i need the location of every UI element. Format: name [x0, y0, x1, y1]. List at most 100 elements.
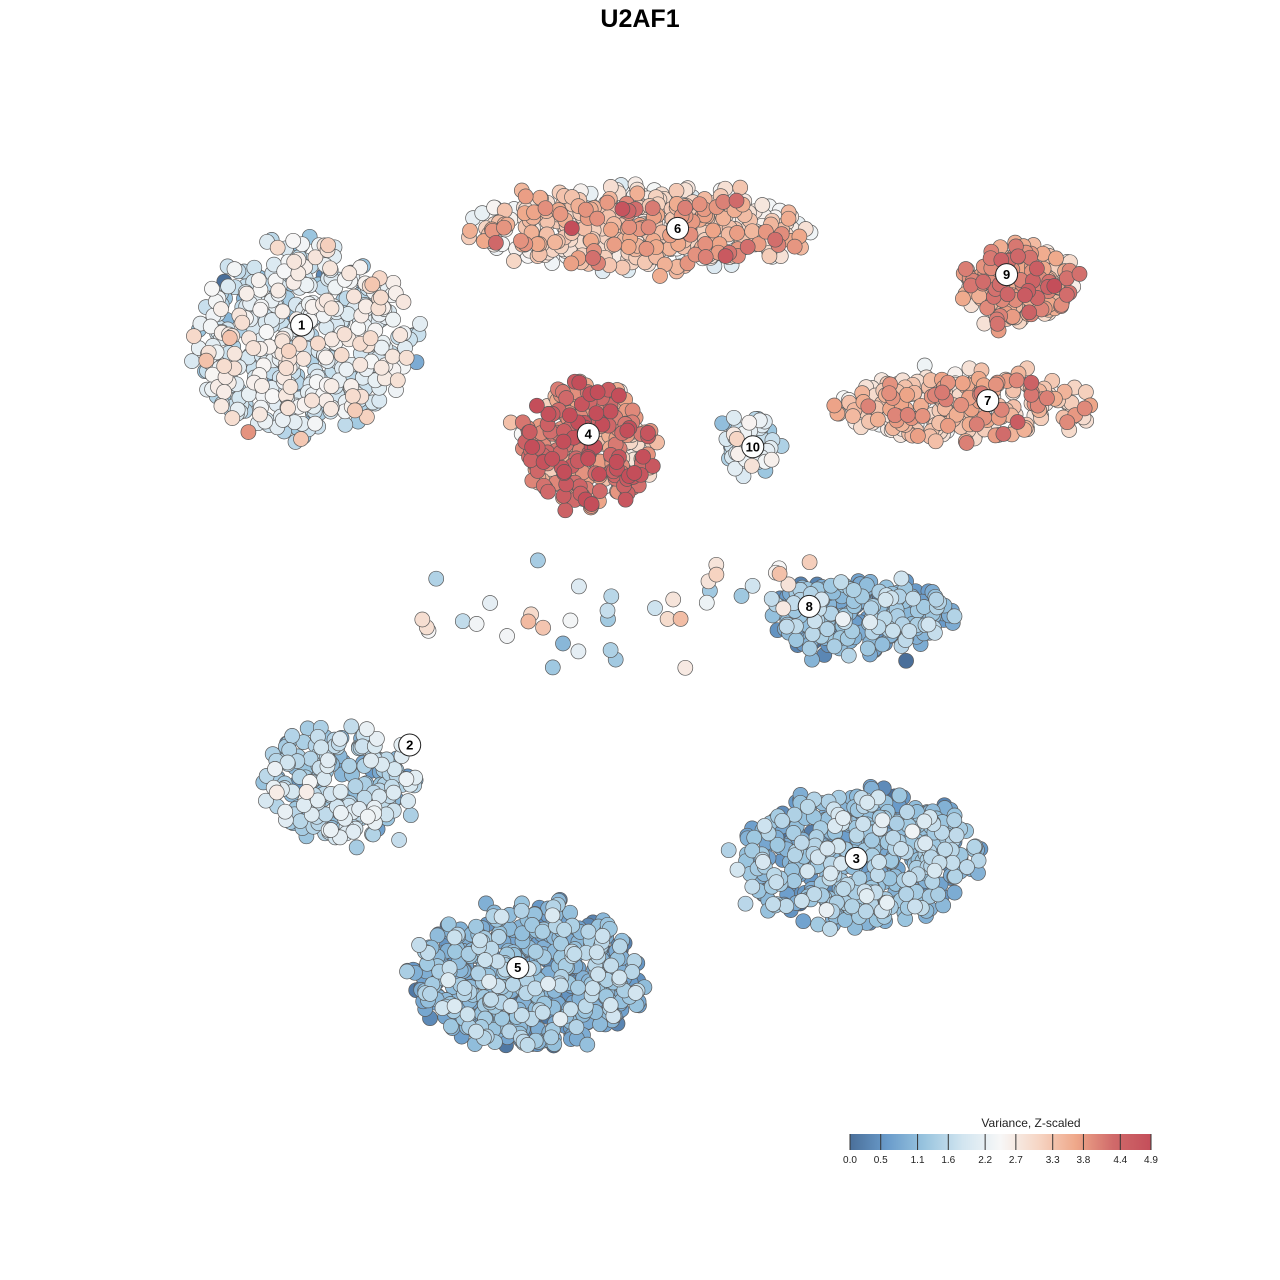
color-legend: Variance, Z-scaled 0.0 0.5 1.1 1.6 2.2 2.7 3.3… [843, 1116, 1158, 1166]
data-point [592, 483, 608, 499]
data-point [620, 239, 637, 255]
data-point [250, 272, 267, 289]
data-point [198, 352, 215, 369]
data-point [647, 600, 663, 616]
data-point [893, 570, 910, 587]
data-point [519, 1037, 536, 1053]
data-point [399, 963, 415, 980]
data-point [352, 356, 369, 373]
data-point [708, 566, 725, 583]
data-point [440, 972, 457, 989]
data-point [907, 898, 923, 915]
data-point [280, 343, 297, 359]
data-point [280, 400, 296, 416]
data-point [874, 636, 891, 653]
data-point [822, 921, 838, 937]
data-point [395, 294, 412, 310]
data-point [619, 422, 636, 439]
data-point [224, 410, 241, 426]
data-point [344, 388, 361, 404]
data-point [899, 386, 915, 403]
data-point [881, 385, 898, 402]
data-point [268, 784, 285, 801]
cluster-label-text: 6 [674, 221, 681, 236]
legend-colorbar [850, 1134, 1151, 1150]
data-point [744, 842, 761, 859]
data-point [1017, 287, 1033, 304]
data-point [556, 464, 573, 480]
data-point [226, 261, 243, 277]
data-point [307, 415, 323, 432]
data-point [698, 594, 715, 611]
data-point [402, 807, 419, 824]
data-point [373, 359, 390, 376]
data-point [870, 411, 886, 428]
cluster-label-9: 9 [995, 263, 1019, 287]
data-point [347, 778, 364, 795]
data-point [563, 220, 580, 237]
data-point [898, 886, 915, 903]
data-point [1010, 248, 1026, 265]
data-point [1048, 250, 1064, 267]
data-point [332, 783, 349, 800]
data-point [447, 943, 463, 960]
data-point [989, 315, 1006, 332]
data-point [1008, 372, 1025, 389]
data-point [617, 491, 634, 508]
data-point [590, 966, 606, 983]
data-point [481, 973, 498, 990]
data-point [470, 965, 487, 982]
legend-tick-label: 2.2 [978, 1155, 992, 1166]
data-point [534, 1004, 551, 1021]
legend-tick-label: 3.8 [1076, 1155, 1090, 1166]
data-point [529, 397, 545, 414]
data-point [568, 1019, 585, 1035]
cell-points [184, 176, 1099, 1054]
cluster-label-text: 3 [853, 851, 860, 866]
data-point [968, 416, 985, 433]
data-point [672, 611, 689, 627]
data-point [621, 219, 638, 235]
data-point [668, 182, 685, 199]
data-point [540, 975, 556, 992]
data-point [744, 223, 760, 240]
data-point [768, 874, 785, 891]
cluster-label-2: 2 [398, 733, 422, 757]
data-point [506, 253, 522, 269]
data-point [966, 839, 983, 855]
data-point [899, 407, 916, 423]
data-point [454, 613, 471, 630]
data-point [323, 378, 340, 394]
data-point [763, 451, 780, 468]
data-point [729, 225, 745, 241]
data-point [665, 591, 682, 608]
data-point [677, 200, 693, 216]
data-point [602, 642, 619, 658]
data-point [571, 374, 588, 391]
data-point [493, 908, 510, 925]
data-point [520, 613, 537, 630]
data-point [611, 969, 628, 986]
data-point [389, 372, 406, 389]
data-point [957, 261, 974, 277]
data-point [756, 817, 773, 834]
data-point [384, 348, 401, 365]
data-point [373, 289, 389, 306]
data-point [571, 578, 587, 595]
data-point [544, 450, 561, 467]
data-point [552, 1011, 569, 1027]
data-point [278, 360, 295, 376]
data-point [398, 771, 415, 787]
data-point [741, 414, 758, 431]
data-point [859, 640, 876, 657]
data-point [877, 591, 894, 608]
data-point [472, 932, 488, 949]
data-point [888, 815, 905, 832]
data-point [835, 881, 852, 897]
cluster-label-text: 10 [746, 439, 760, 454]
cluster-label-text: 4 [585, 427, 593, 442]
data-point [322, 260, 338, 277]
data-point [584, 980, 601, 997]
data-point [505, 976, 521, 993]
data-point [744, 457, 760, 474]
